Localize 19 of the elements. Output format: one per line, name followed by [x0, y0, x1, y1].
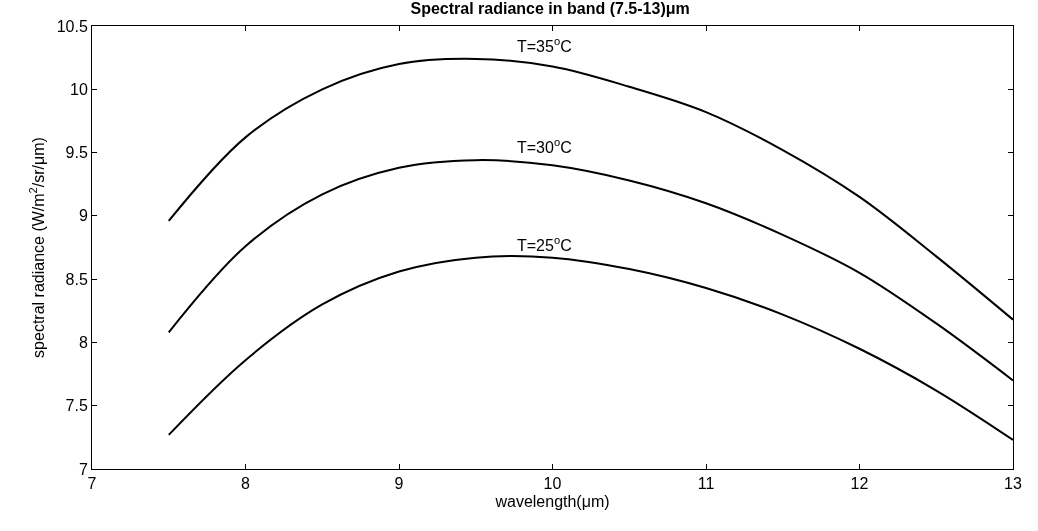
x-tick-label: 10 — [543, 475, 562, 493]
y-tick-label: 10.5 — [56, 17, 88, 35]
x-tick-label: 12 — [850, 475, 869, 493]
y-tick-label: 8 — [78, 334, 88, 352]
legend-label: T=35$^{o}$C — [517, 35, 572, 55]
y-tick-label: 7 — [78, 460, 88, 478]
y-tick-label: 7.5 — [65, 397, 88, 415]
y-tick-label: 9 — [78, 207, 88, 225]
chart-title: Spectral radiance in band (7.5-13)μm — [410, 0, 690, 17]
x-tick-label: 13 — [1004, 475, 1022, 493]
x-axis-title: wavelength(μm) — [494, 492, 610, 510]
series-label: T=25$^{o}$C — [517, 234, 572, 254]
x-tick-label: 11 — [697, 475, 715, 493]
y-tick-label: 9.5 — [65, 144, 88, 162]
y-tick-label: 8.5 — [65, 270, 88, 288]
series-label: T=30$^{o}$C — [517, 136, 572, 156]
x-tick-label: 8 — [241, 475, 251, 493]
y-tick-label: 10 — [70, 80, 88, 98]
x-tick-label: 9 — [394, 475, 404, 493]
